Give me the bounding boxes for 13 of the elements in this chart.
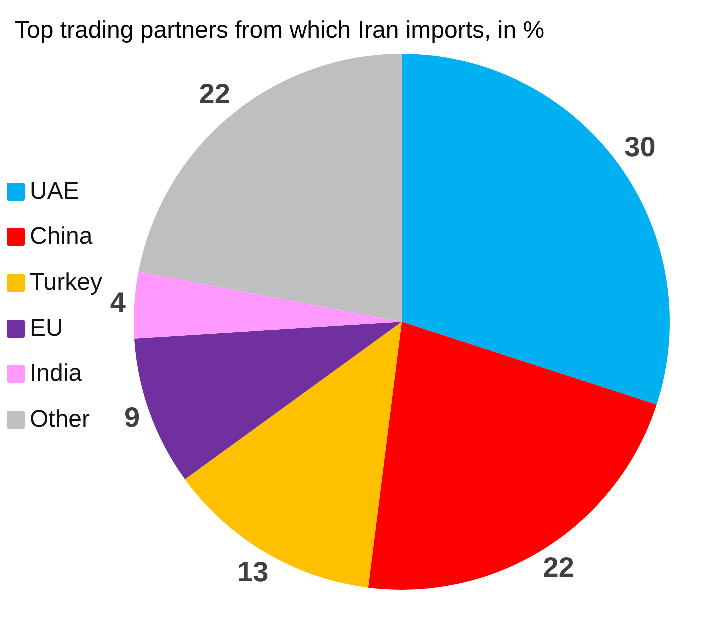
- legend-label: EU: [30, 314, 64, 343]
- data-label: 9: [124, 402, 140, 433]
- legend-label: UAE: [30, 178, 80, 206]
- legend-label: China: [30, 223, 93, 252]
- data-label: 22: [543, 552, 574, 583]
- legend-label: Turkey: [30, 268, 102, 297]
- data-label: 22: [199, 78, 230, 110]
- data-label: 13: [238, 556, 269, 588]
- legend-label: India: [30, 360, 82, 388]
- legend-label: Other: [30, 406, 90, 434]
- data-label: 4: [110, 286, 126, 318]
- chart-title: Top trading partners from which Iran imports, in %: [15, 16, 545, 45]
- data-label: 30: [624, 132, 656, 163]
